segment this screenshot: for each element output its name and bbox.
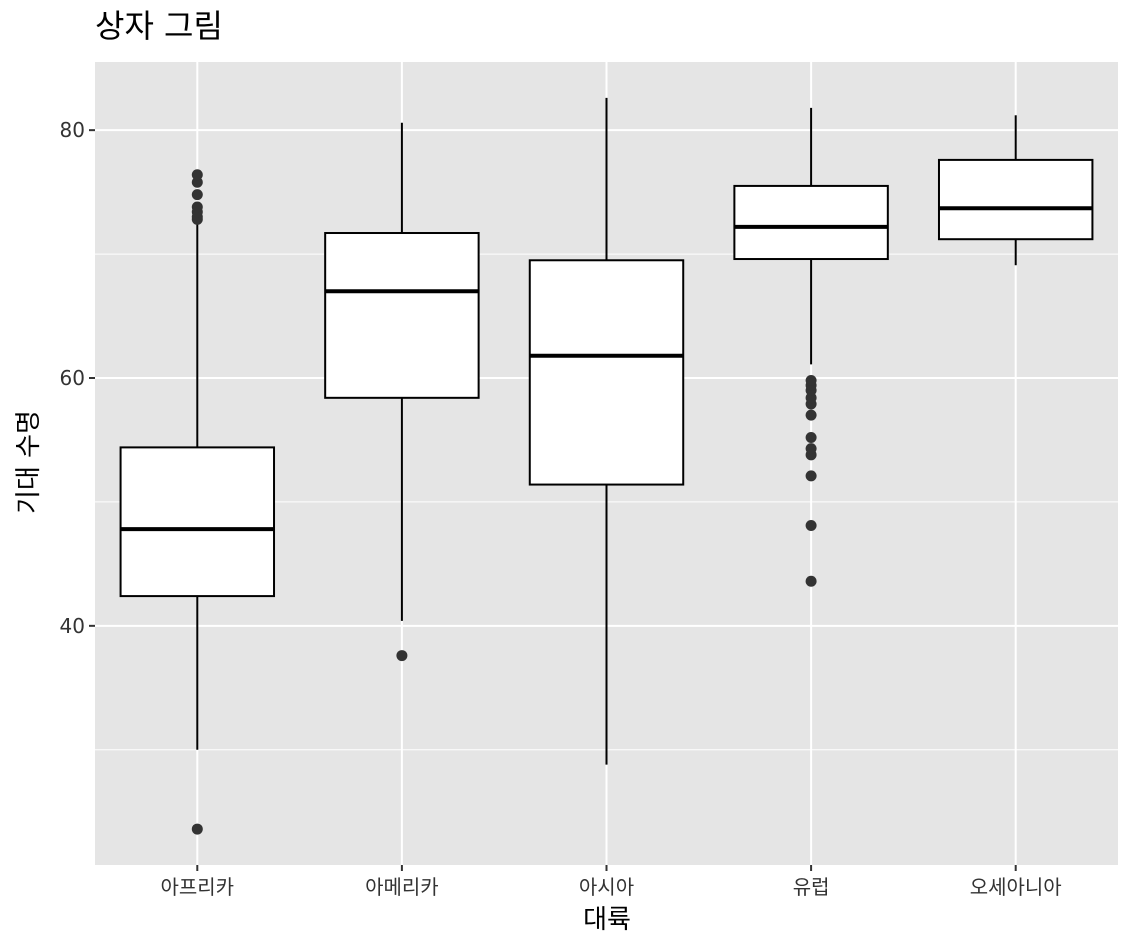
x-tick-label: 아프리카	[160, 875, 234, 899]
y-axis-title: 기대 수명	[14, 410, 44, 514]
boxes	[119, 97, 1094, 835]
x-axis-title: 대륙	[583, 905, 631, 935]
y-tick-label: 60	[60, 366, 85, 390]
outlier-point	[805, 431, 817, 443]
x-tick-label: 아메리카	[365, 875, 439, 899]
outlier-point	[805, 470, 817, 482]
box-group	[324, 122, 480, 662]
axes: 40 60 80 아프리카 아메리카 아시아 유럽 오세아니아	[60, 118, 1062, 899]
iqr-box	[324, 232, 480, 399]
box-group	[937, 115, 1094, 266]
iqr-box	[528, 259, 685, 486]
outlier-point	[805, 374, 817, 386]
outlier-point	[805, 409, 817, 421]
x-tick-label: 오세아니아	[970, 875, 1062, 899]
x-tick-label: 아시아	[579, 875, 634, 899]
chart-title: 상자 그림	[95, 7, 223, 45]
iqr-box	[937, 158, 1094, 241]
outlier-point	[191, 201, 203, 213]
iqr-box	[733, 184, 889, 261]
box-group	[528, 97, 685, 765]
x-tick-label: 유럽	[793, 875, 830, 899]
outlier-point	[805, 575, 817, 587]
y-tick-label: 80	[60, 118, 85, 142]
box-group	[733, 107, 889, 587]
outlier-point	[191, 169, 203, 181]
outlier-point	[805, 519, 817, 531]
outlier-point	[805, 443, 817, 455]
iqr-box	[119, 446, 276, 598]
outlier-point	[396, 650, 408, 662]
box-group	[119, 169, 276, 835]
y-tick-label: 40	[60, 614, 85, 638]
outlier-point	[191, 189, 203, 201]
outlier-point	[191, 823, 203, 835]
